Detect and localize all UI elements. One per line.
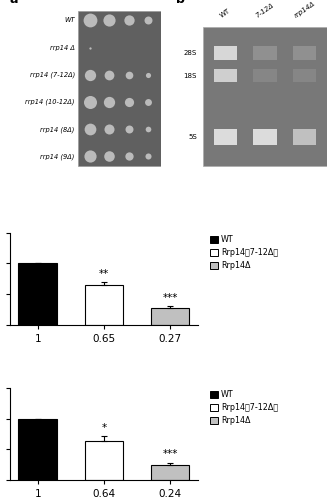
Text: 28S: 28S xyxy=(184,50,197,56)
FancyBboxPatch shape xyxy=(253,128,277,146)
Point xyxy=(127,152,132,160)
Point xyxy=(87,16,93,24)
Bar xyxy=(84,441,123,480)
Bar xyxy=(151,466,189,480)
Point xyxy=(146,98,151,106)
Legend: WT, Rrp14（7-12Δ）, Rrp14Δ: WT, Rrp14（7-12Δ）, Rrp14Δ xyxy=(210,390,278,426)
Point xyxy=(127,98,132,106)
Bar xyxy=(151,308,189,324)
Text: rrp14 (8Δ): rrp14 (8Δ) xyxy=(40,126,75,132)
Point xyxy=(146,126,151,134)
Point xyxy=(107,98,112,106)
Text: rrp14 (10-12Δ): rrp14 (10-12Δ) xyxy=(25,99,75,105)
FancyBboxPatch shape xyxy=(253,69,277,82)
FancyBboxPatch shape xyxy=(293,69,316,82)
Text: WT: WT xyxy=(219,8,232,19)
Text: rrp14 Δ: rrp14 Δ xyxy=(50,44,75,51)
Point xyxy=(146,152,151,160)
Text: *: * xyxy=(101,423,106,433)
FancyBboxPatch shape xyxy=(214,69,237,82)
Point xyxy=(146,16,151,24)
Text: rrp14Δ: rrp14Δ xyxy=(293,0,316,19)
FancyBboxPatch shape xyxy=(253,46,277,60)
Point xyxy=(87,71,93,79)
Point xyxy=(107,16,112,24)
Text: WT: WT xyxy=(64,18,75,24)
Point xyxy=(107,126,112,134)
Text: a: a xyxy=(10,0,18,6)
Bar xyxy=(18,418,57,480)
Text: 18S: 18S xyxy=(183,72,197,78)
Point xyxy=(107,71,112,79)
Point xyxy=(127,126,132,134)
FancyBboxPatch shape xyxy=(214,46,237,60)
Point xyxy=(87,44,93,52)
Text: rrp14 (7-12Δ): rrp14 (7-12Δ) xyxy=(29,72,75,78)
Text: 5S: 5S xyxy=(188,134,197,140)
Text: b: b xyxy=(176,0,185,6)
Text: rrp14 (9Δ): rrp14 (9Δ) xyxy=(40,153,75,160)
Text: **: ** xyxy=(99,269,109,279)
Point xyxy=(87,126,93,134)
Point xyxy=(146,71,151,79)
FancyBboxPatch shape xyxy=(293,46,316,60)
Bar xyxy=(18,264,57,324)
FancyBboxPatch shape xyxy=(203,27,327,166)
FancyBboxPatch shape xyxy=(78,10,161,166)
Text: ***: *** xyxy=(162,450,178,460)
Text: ***: *** xyxy=(162,294,178,304)
Point xyxy=(87,98,93,106)
FancyBboxPatch shape xyxy=(214,128,237,146)
Point xyxy=(107,152,112,160)
Point xyxy=(127,16,132,24)
Point xyxy=(87,152,93,160)
FancyBboxPatch shape xyxy=(293,128,316,146)
Bar xyxy=(84,285,123,325)
Text: 7-12Δ: 7-12Δ xyxy=(255,2,275,19)
Point xyxy=(127,71,132,79)
Legend: WT, Rrp14（7-12Δ）, Rrp14Δ: WT, Rrp14（7-12Δ）, Rrp14Δ xyxy=(210,235,278,270)
